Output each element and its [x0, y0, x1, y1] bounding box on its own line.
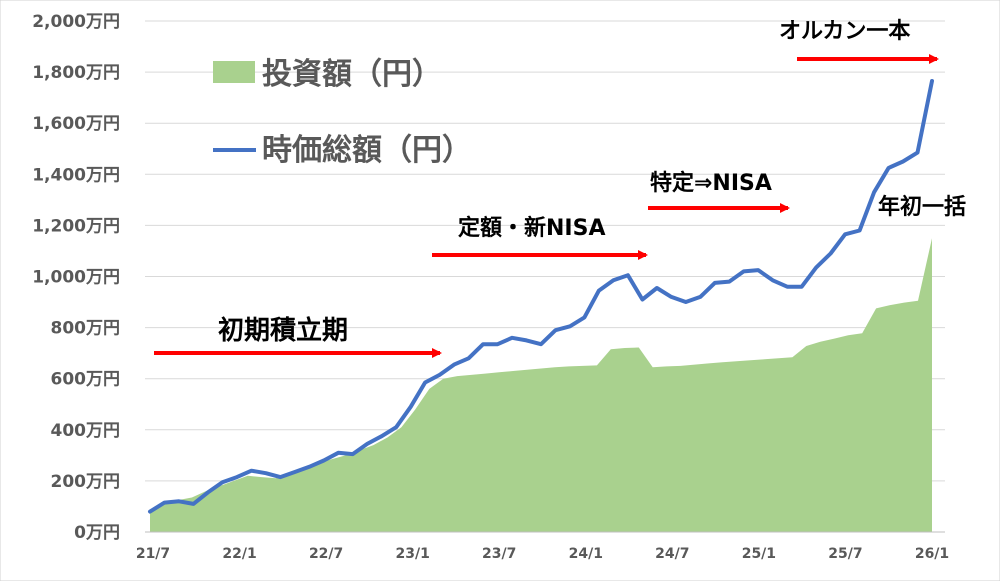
line-series-market-value — [148, 79, 934, 514]
x-tick-label: 24/1 — [569, 546, 603, 562]
series-layer — [148, 79, 934, 532]
x-tick-label: 22/7 — [309, 546, 343, 562]
x-tick-label: 23/1 — [395, 546, 429, 562]
y-tick-label: 1,600万円 — [32, 114, 120, 134]
legend-label-market-value: 時価総額（円） — [262, 133, 472, 168]
y-tick-label: 800万円 — [51, 319, 121, 339]
y-tick-label: 1,800万円 — [32, 63, 120, 83]
x-axis-ticks: 21/7 22/1 22/7 23/1 23/7 24/1 24/7 25/1 25/7 26/1 — [136, 546, 949, 562]
annotation-initial-period: 初期積立期 — [218, 315, 348, 346]
x-tick-label: 26/1 — [915, 546, 949, 562]
annotation-all-country-only: オルカン一本 — [779, 19, 910, 44]
annotations: 初期積立期 定額・新NISA 特定⇒NISA オルカン一本 年初一括 — [154, 19, 966, 358]
x-tick-label: 23/7 — [482, 546, 516, 562]
y-tick-label: 400万円 — [51, 421, 121, 441]
x-tick-label: 21/7 — [136, 546, 170, 562]
legend-swatch-investment — [213, 61, 255, 83]
annotation-tokutei-to-nisa: 特定⇒NISA — [650, 170, 772, 196]
y-tick-label: 600万円 — [51, 370, 121, 390]
annotation-year-start-lump-sum: 年初一括 — [878, 194, 966, 220]
y-tick-label: 1,400万円 — [32, 165, 120, 185]
y-tick-label: 0万円 — [74, 523, 120, 543]
legend-label-investment: 投資額（円） — [262, 57, 442, 92]
x-tick-label: 24/7 — [655, 546, 689, 562]
x-tick-label: 25/1 — [742, 546, 776, 562]
annotation-fixed-new-nisa: 定額・新NISA — [458, 215, 605, 241]
y-tick-label: 1,000万円 — [32, 268, 120, 288]
y-tick-label: 2,000万円 — [32, 12, 120, 32]
y-axis-ticks: 2,000万円 1,800万円 1,600万円 1,400万円 1,200万円 1,000… — [32, 12, 120, 543]
area-series-investment — [150, 238, 932, 532]
legend: 投資額（円） 時価総額（円） — [213, 57, 472, 168]
y-tick-label: 1,200万円 — [32, 216, 120, 236]
y-tick-label: 200万円 — [51, 472, 121, 492]
x-tick-label: 25/7 — [828, 546, 862, 562]
x-tick-label: 22/1 — [222, 546, 256, 562]
